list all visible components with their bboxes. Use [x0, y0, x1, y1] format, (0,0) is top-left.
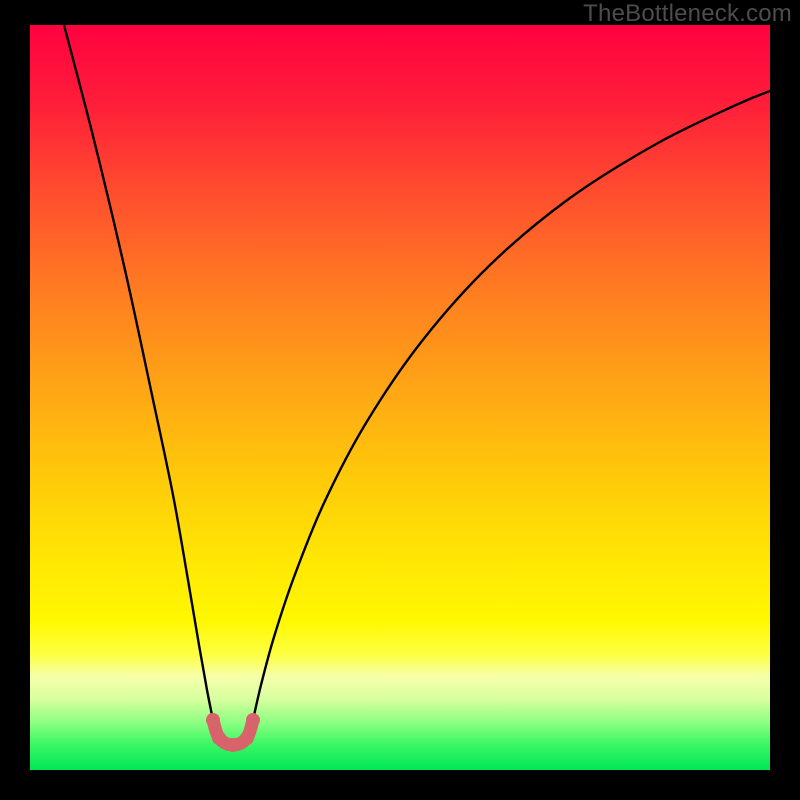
valley-marker-dot [206, 713, 220, 727]
valley-marker-dot [212, 731, 226, 745]
plot-area [30, 25, 770, 770]
watermark-text: TheBottleneck.com [583, 0, 792, 28]
valley-marker-dot [226, 738, 240, 752]
chart-svg [30, 25, 770, 770]
valley-marker-dot [246, 713, 260, 727]
valley-marker-dot [240, 731, 254, 745]
gradient-background [30, 25, 770, 770]
